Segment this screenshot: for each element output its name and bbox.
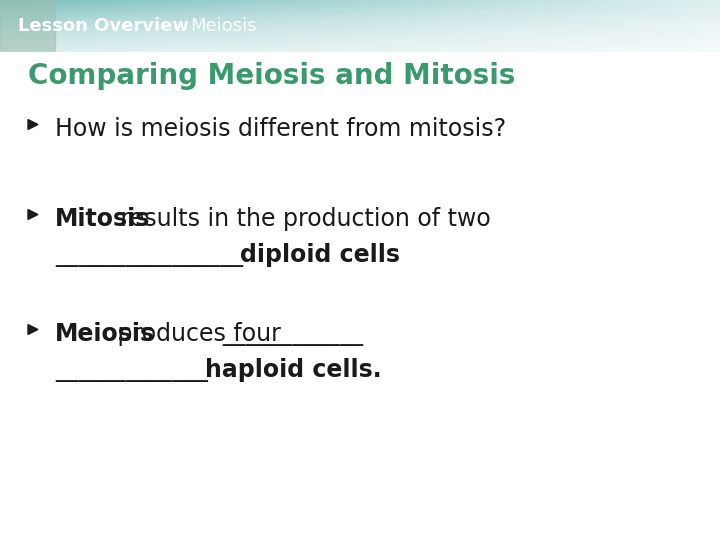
Text: results in the production of two: results in the production of two (113, 207, 491, 231)
Text: _____________: _____________ (55, 358, 208, 382)
Text: ________________: ________________ (55, 243, 243, 267)
Text: produces four: produces four (110, 322, 289, 346)
Polygon shape (28, 210, 38, 219)
Polygon shape (28, 119, 38, 130)
Text: ____________: ____________ (222, 322, 363, 346)
Text: haploid cells.: haploid cells. (205, 358, 382, 382)
Text: Meiosis: Meiosis (190, 17, 256, 35)
Polygon shape (28, 325, 38, 334)
Text: How is meiosis different from mitosis?: How is meiosis different from mitosis? (55, 117, 506, 141)
Text: Meiosis: Meiosis (55, 322, 155, 346)
Text: Mitosis: Mitosis (55, 207, 150, 231)
Text: Comparing Meiosis and Mitosis: Comparing Meiosis and Mitosis (28, 62, 516, 90)
Text: diploid cells: diploid cells (240, 243, 400, 267)
Text: Lesson Overview: Lesson Overview (18, 17, 189, 35)
